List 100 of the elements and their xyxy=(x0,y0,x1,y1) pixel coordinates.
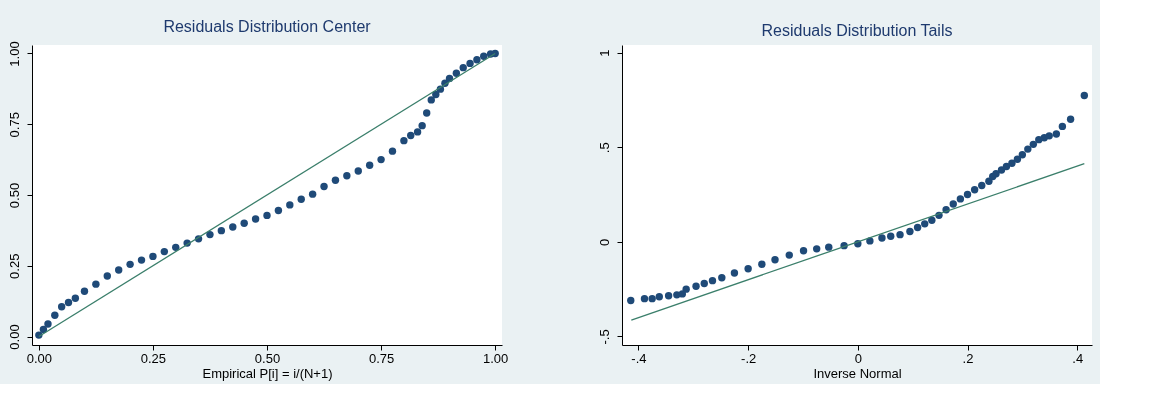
point xyxy=(354,167,362,175)
point xyxy=(331,176,340,184)
point xyxy=(343,172,351,180)
point xyxy=(692,282,700,291)
point xyxy=(39,325,48,334)
y-tick-label: 0 xyxy=(596,238,612,246)
y-tick-label: 1.00 xyxy=(6,41,22,67)
point xyxy=(1080,91,1089,100)
x-axis-title: Inverse Normal xyxy=(813,365,902,381)
x-tick-label: -.2 xyxy=(741,350,757,366)
x-tick-label: .4 xyxy=(1072,350,1084,366)
point xyxy=(459,63,467,72)
point xyxy=(365,161,374,169)
point xyxy=(1002,162,1011,171)
point xyxy=(51,311,59,319)
point xyxy=(172,243,180,252)
point xyxy=(320,182,328,191)
point xyxy=(1052,130,1061,138)
x-tick-label: 0.00 xyxy=(26,350,52,366)
point xyxy=(878,234,886,242)
point xyxy=(896,230,904,239)
point xyxy=(708,276,717,285)
point xyxy=(1066,115,1075,123)
point xyxy=(388,147,397,155)
point xyxy=(217,226,226,235)
point xyxy=(744,265,752,273)
point xyxy=(251,215,260,223)
point xyxy=(413,128,422,136)
y-tick-label: 1 xyxy=(596,49,612,57)
point xyxy=(678,290,687,298)
point xyxy=(160,247,169,256)
point xyxy=(427,96,435,104)
point xyxy=(913,223,922,232)
x-tick-label: -.4 xyxy=(631,350,647,366)
x-tick-label: 0.75 xyxy=(368,350,395,366)
point xyxy=(906,227,914,236)
point xyxy=(240,219,248,227)
point xyxy=(480,52,488,61)
point xyxy=(949,200,957,208)
x-tick-label: 0.50 xyxy=(254,350,281,366)
point xyxy=(274,206,283,215)
point xyxy=(664,292,673,300)
point xyxy=(126,260,134,269)
point xyxy=(825,243,833,251)
point xyxy=(137,256,146,264)
x-tick-label: .2 xyxy=(962,350,974,366)
point xyxy=(799,247,808,255)
point xyxy=(64,298,73,307)
point xyxy=(785,251,793,259)
point xyxy=(812,245,821,253)
point xyxy=(445,74,454,83)
y-tick-label: -.5 xyxy=(596,329,612,345)
point xyxy=(71,294,80,302)
point xyxy=(700,279,708,288)
point xyxy=(432,90,440,99)
point xyxy=(103,272,111,280)
point xyxy=(92,280,100,288)
point xyxy=(1018,151,1027,159)
point xyxy=(963,190,972,199)
point xyxy=(648,294,656,303)
point xyxy=(473,56,481,64)
point xyxy=(1013,155,1022,164)
point xyxy=(1029,140,1038,149)
point xyxy=(206,230,214,239)
point xyxy=(466,59,474,68)
x-tick-label: 0.25 xyxy=(140,350,167,366)
point xyxy=(418,121,426,130)
point xyxy=(57,303,66,311)
point xyxy=(928,216,936,224)
point xyxy=(758,260,766,268)
point xyxy=(407,131,415,140)
y-tick-label: .5 xyxy=(596,142,612,154)
point xyxy=(149,252,157,261)
point xyxy=(627,296,635,305)
y-tick-label: 0.25 xyxy=(6,253,22,279)
point xyxy=(229,223,237,231)
point xyxy=(377,155,385,164)
point xyxy=(1058,122,1067,131)
point xyxy=(655,293,663,301)
point xyxy=(640,294,649,303)
point xyxy=(718,274,726,282)
x-axis-title: Empirical P[i] = i/(N+1) xyxy=(202,365,333,381)
point xyxy=(286,201,294,209)
point xyxy=(263,211,271,220)
point xyxy=(80,287,89,295)
point xyxy=(114,266,123,274)
point xyxy=(423,109,431,117)
point xyxy=(887,232,895,240)
chart-title: Residuals Distribution Tails xyxy=(761,22,953,39)
point xyxy=(1045,132,1053,140)
point xyxy=(970,186,979,194)
point xyxy=(771,256,779,264)
point xyxy=(978,181,986,190)
point xyxy=(956,195,965,203)
point xyxy=(308,190,317,198)
point xyxy=(400,136,408,145)
point xyxy=(297,195,305,203)
x-tick-label: 1.00 xyxy=(483,350,509,366)
point xyxy=(682,285,690,293)
point xyxy=(730,269,739,277)
